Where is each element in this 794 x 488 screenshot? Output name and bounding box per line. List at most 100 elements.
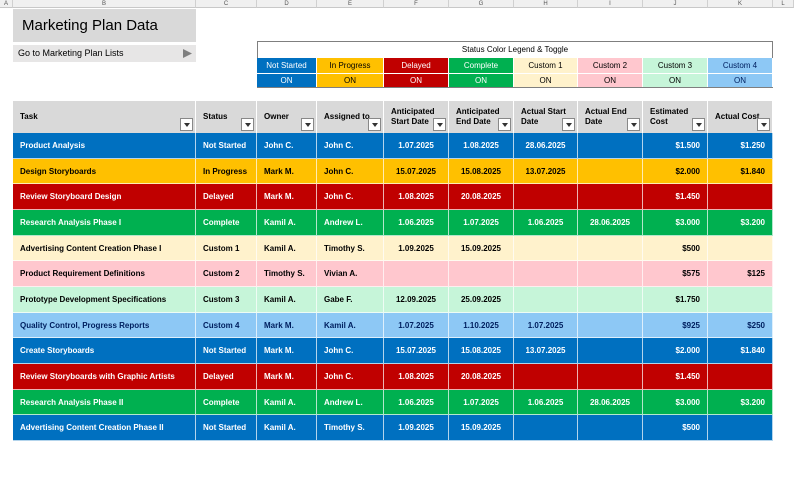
table-cell: [514, 261, 578, 287]
filter-button[interactable]: [368, 118, 381, 131]
table-cell: [708, 184, 773, 210]
legend-box: Status Color Legend & Toggle Not Started…: [257, 41, 773, 88]
table-cell: 15.09.2025: [449, 235, 514, 262]
table-cell: Kamil A.: [257, 235, 317, 262]
table-cell: $500: [643, 235, 708, 262]
table-header: Actual Start Date: [514, 101, 578, 133]
table-cell: Kamil A.: [257, 415, 317, 441]
table-header: Anticipated Start Date: [384, 101, 449, 133]
filter-button[interactable]: [241, 118, 254, 131]
table-cell: Product Requirement Definitions: [13, 261, 196, 287]
legend-toggle[interactable]: ON: [449, 73, 514, 87]
legend-toggle[interactable]: ON: [708, 73, 773, 87]
column-header: A: [0, 0, 13, 8]
table-cell: 15.07.2025: [384, 158, 449, 185]
legend-toggle[interactable]: ON: [384, 73, 449, 87]
filter-button[interactable]: [692, 118, 705, 131]
table-cell: Review Storyboards with Graphic Artists: [13, 364, 196, 390]
legend-toggle[interactable]: ON: [578, 73, 643, 87]
column-header: D: [257, 0, 317, 8]
table-cell: $1.450: [643, 184, 708, 210]
table-cell: [708, 287, 773, 313]
table-cell: 25.09.2025: [449, 287, 514, 313]
table-cell: 1.06.2025: [384, 389, 449, 416]
table-cell: $1.250: [708, 133, 773, 159]
table-cell: 12.09.2025: [384, 287, 449, 313]
table-cell: 15.08.2025: [449, 338, 514, 364]
link-text[interactable]: Go to Marketing Plan Lists: [18, 48, 124, 58]
header-text: Actual Start Date: [521, 107, 566, 126]
table-cell: 20.08.2025: [449, 184, 514, 210]
table-cell: Mark M.: [257, 312, 317, 339]
table-cell: [384, 261, 449, 287]
table-cell: Custom 3: [196, 287, 257, 313]
table-cell: Not Started: [196, 338, 257, 364]
legend-toggle[interactable]: ON: [317, 73, 384, 87]
table-cell: Mark M.: [257, 364, 317, 390]
table-cell: $925: [643, 312, 708, 339]
table-cell: [578, 287, 643, 313]
table-cell: $1.840: [708, 338, 773, 364]
table-cell: Quality Control, Progress Reports: [13, 312, 196, 339]
column-header: J: [643, 0, 708, 8]
table-cell: 1.09.2025: [384, 235, 449, 262]
table-cell: [578, 338, 643, 364]
legend-status: Delayed: [384, 58, 449, 73]
table-cell: John C.: [317, 158, 384, 185]
table-cell: Advertising Content Creation Phase II: [13, 415, 196, 441]
table-header: Actual End Date: [578, 101, 643, 133]
table-cell: Design Storyboards: [13, 158, 196, 185]
filter-button[interactable]: [757, 118, 770, 131]
table-cell: Andrew L.: [317, 210, 384, 236]
legend-title: Status Color Legend & Toggle: [461, 45, 569, 54]
legend-toggle[interactable]: ON: [257, 73, 317, 87]
table-cell: Timothy S.: [317, 235, 384, 262]
header-text: Actual End Date: [585, 107, 627, 126]
table-cell: $3.000: [643, 210, 708, 236]
header-text: Task: [20, 112, 38, 121]
column-header: K: [708, 0, 773, 8]
filter-button[interactable]: [180, 118, 193, 131]
table-cell: $3.200: [708, 210, 773, 236]
table-cell: $3.200: [708, 389, 773, 416]
table-cell: Complete: [196, 389, 257, 416]
filter-button[interactable]: [627, 118, 640, 131]
table-cell: Kamil A.: [257, 389, 317, 416]
filter-button[interactable]: [498, 118, 511, 131]
table-cell: Prototype Development Specifications: [13, 287, 196, 313]
table-cell: Kamil A.: [257, 287, 317, 313]
legend-status: Custom 1: [514, 58, 578, 73]
table-header: Owner: [257, 101, 317, 133]
table-cell: 20.08.2025: [449, 364, 514, 390]
table-header: Estimated Cost: [643, 101, 708, 133]
table-cell: 28.06.2025: [578, 389, 643, 416]
legend-toggle[interactable]: ON: [514, 73, 578, 87]
table-header: Anticipated End Date: [449, 101, 514, 133]
legend-status: Custom 2: [578, 58, 643, 73]
table-cell: 28.06.2025: [578, 210, 643, 236]
header-text: Anticipated End Date: [456, 107, 500, 126]
filter-button[interactable]: [433, 118, 446, 131]
table-cell: 1.08.2025: [449, 133, 514, 159]
table-cell: 13.07.2025: [514, 338, 578, 364]
legend-status: Custom 4: [708, 58, 773, 73]
table-cell: Kamil A.: [317, 312, 384, 339]
table-cell: $3.000: [643, 389, 708, 416]
table-cell: 1.07.2025: [449, 210, 514, 236]
table-cell: 15.07.2025: [384, 338, 449, 364]
filter-button[interactable]: [301, 118, 314, 131]
column-header: H: [514, 0, 578, 8]
table-cell: $575: [643, 261, 708, 287]
legend-toggle[interactable]: ON: [643, 73, 708, 87]
table-cell: John C.: [317, 338, 384, 364]
filter-button[interactable]: [562, 118, 575, 131]
table-cell: Custom 4: [196, 312, 257, 339]
table-cell: John C.: [317, 364, 384, 390]
table-cell: Delayed: [196, 184, 257, 210]
header-text: Status: [203, 112, 228, 121]
sheet-link[interactable]: Go to Marketing Plan Lists: [13, 45, 196, 62]
table-cell: 1.10.2025: [449, 312, 514, 339]
table-cell: [578, 415, 643, 441]
table-cell: 15.09.2025: [449, 415, 514, 441]
table-cell: Research Analysis Phase I: [13, 210, 196, 236]
